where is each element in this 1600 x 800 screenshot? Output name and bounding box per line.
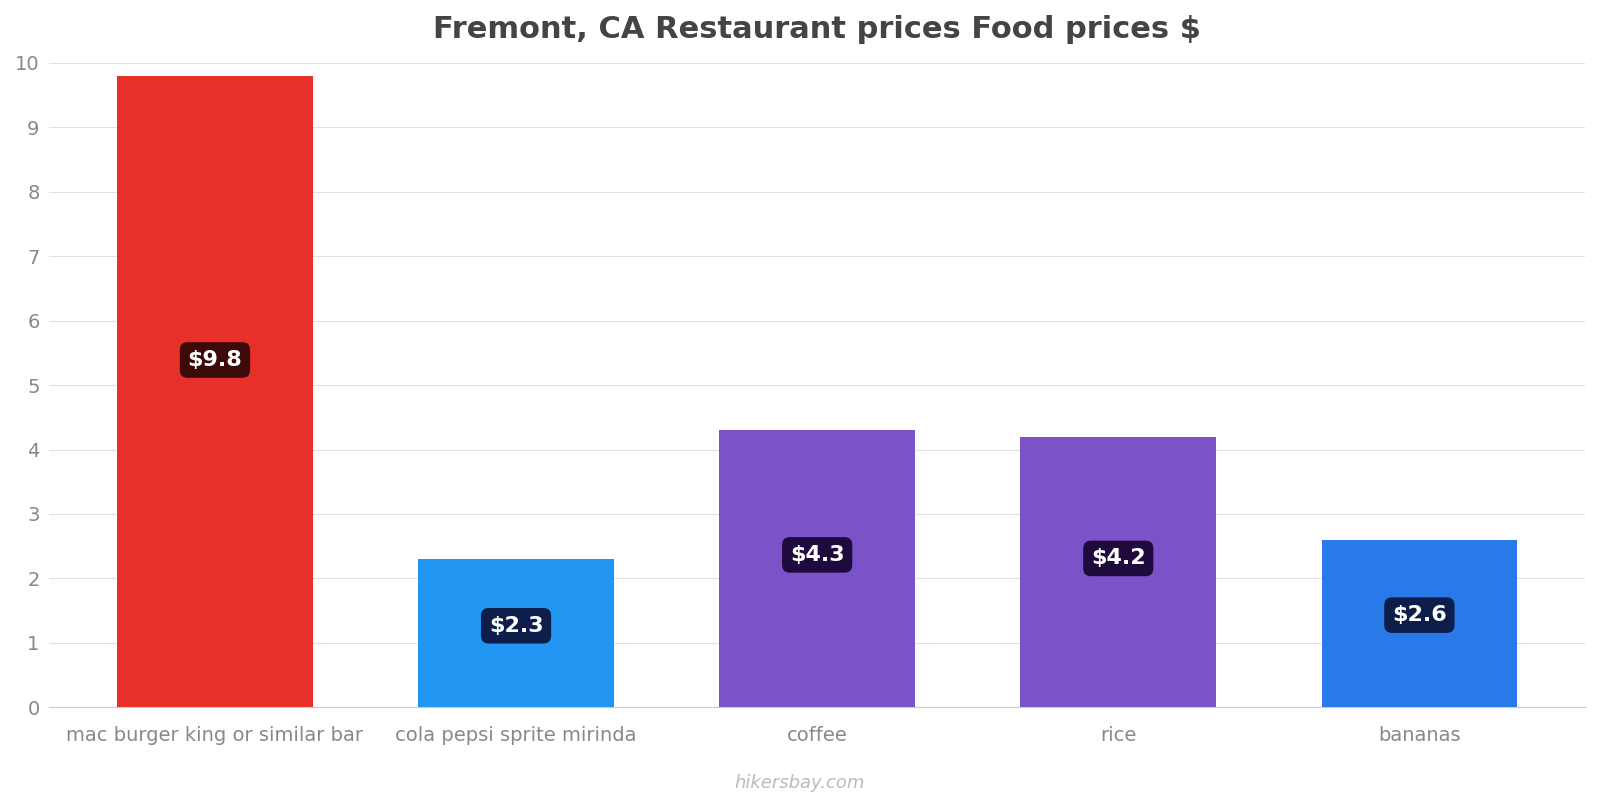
Text: $4.3: $4.3 [790, 545, 845, 565]
Bar [1021, 437, 1216, 707]
Bar [117, 76, 314, 707]
Bar [1322, 540, 1517, 707]
Text: $2.6: $2.6 [1392, 605, 1446, 625]
Title: Fremont, CA Restaurant prices Food prices $: Fremont, CA Restaurant prices Food price… [434, 15, 1202, 44]
Text: $2.3: $2.3 [488, 616, 544, 636]
Bar [418, 559, 614, 707]
Text: hikersbay.com: hikersbay.com [734, 774, 866, 792]
Text: $4.2: $4.2 [1091, 549, 1146, 569]
Text: $9.8: $9.8 [187, 350, 242, 370]
Bar [720, 430, 915, 707]
